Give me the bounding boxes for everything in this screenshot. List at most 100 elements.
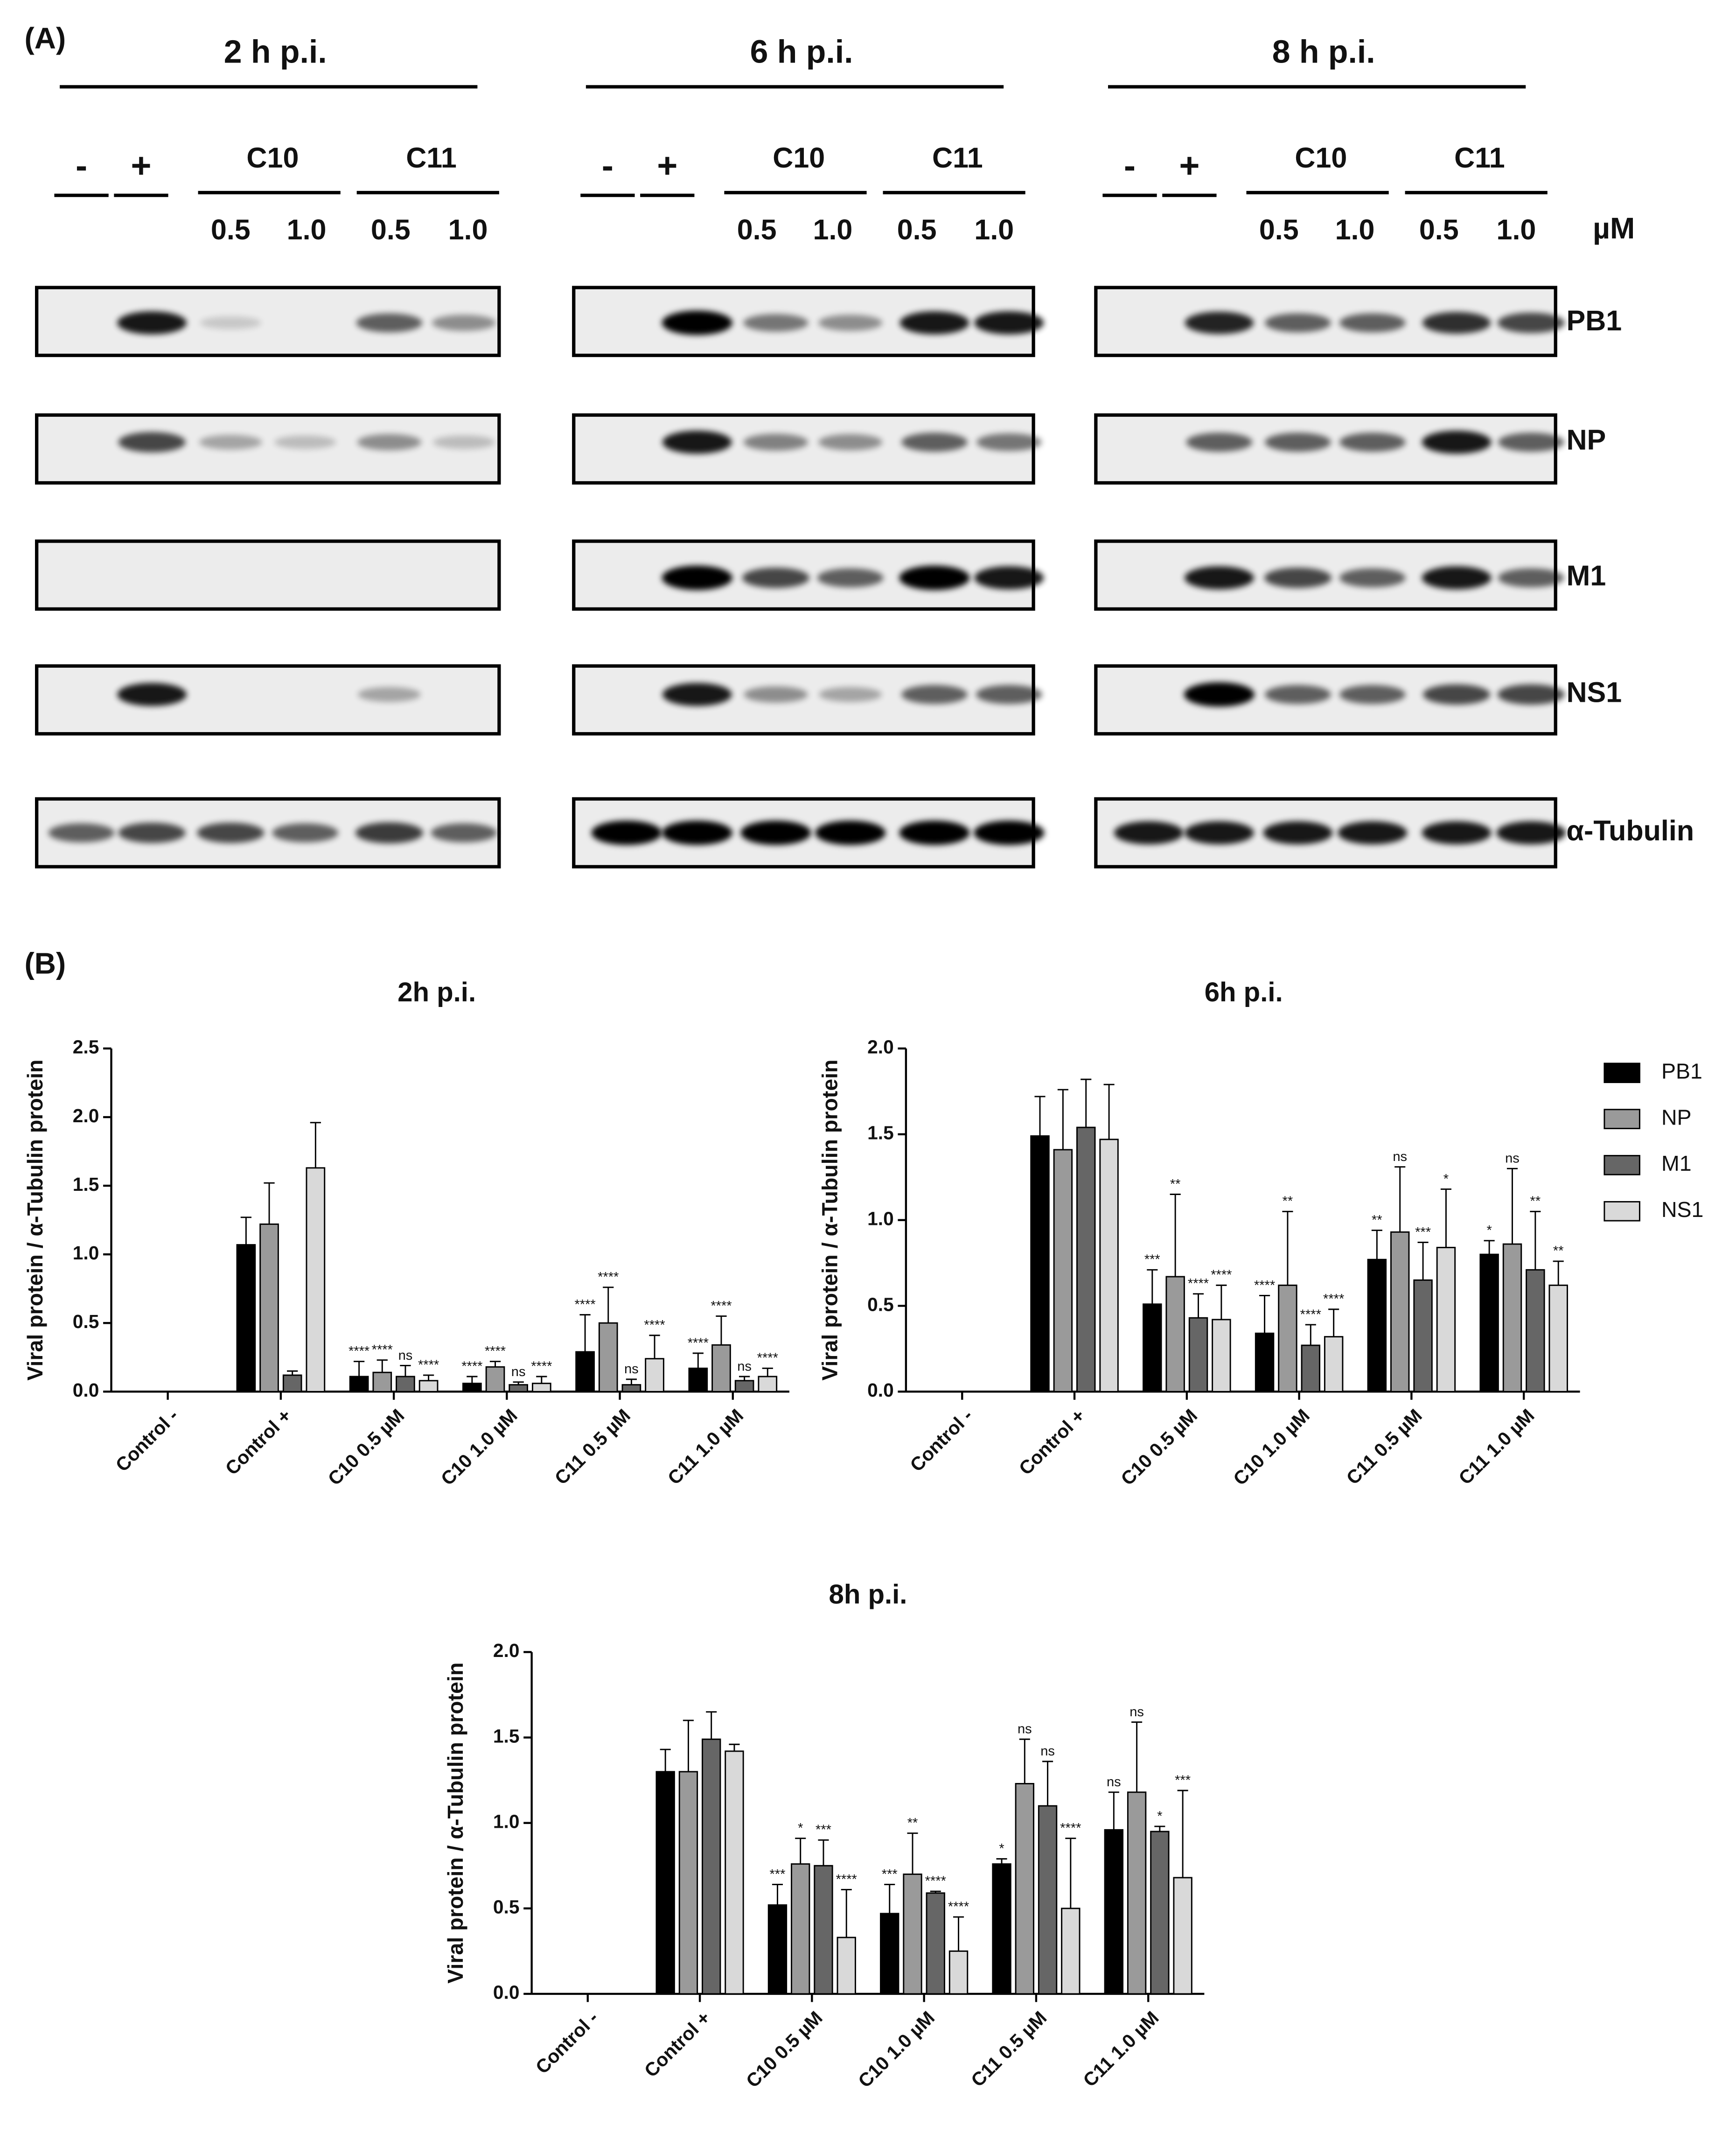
bar [372, 1371, 392, 1392]
band [357, 687, 421, 702]
significance-label: * [1157, 1809, 1162, 1824]
panel-label: (B) [24, 947, 66, 980]
bar [485, 1366, 505, 1392]
bar [1053, 1149, 1073, 1392]
compound-label: C10 [246, 142, 299, 174]
error-bar [1417, 1242, 1429, 1280]
band [274, 435, 336, 449]
bar [1278, 1284, 1297, 1392]
dose-label: 1.0 [1497, 214, 1536, 245]
band [1339, 685, 1406, 704]
bar [575, 1351, 595, 1392]
significance-label: ** [1530, 1194, 1541, 1209]
chart-title: 2h p.i. [397, 977, 476, 1007]
lane-label: + [131, 146, 151, 185]
compound-label: C11 [932, 142, 983, 174]
bar [306, 1167, 326, 1392]
error-bar [1170, 1194, 1181, 1277]
bar [948, 1950, 969, 1995]
bar [992, 1863, 1011, 1995]
error-bar [287, 1370, 298, 1376]
error-bar [1394, 1166, 1406, 1232]
error-bar [884, 1884, 895, 1914]
band [901, 685, 968, 704]
band [743, 433, 809, 451]
error-bar [467, 1376, 478, 1384]
bar [1143, 1303, 1162, 1392]
significance-label: *** [816, 1823, 831, 1838]
y-axis-label: Viral protein / α-Tubulin protein [443, 1663, 467, 1984]
significance-label: **** [598, 1270, 619, 1285]
chart-title: 8h p.i. [829, 1580, 907, 1610]
band [1184, 682, 1255, 707]
significance-label: ** [1170, 1177, 1181, 1192]
significance-label: **** [836, 1872, 857, 1887]
significance-label: *** [1175, 1773, 1191, 1788]
bar [418, 1380, 439, 1392]
lane-label: - [602, 146, 614, 185]
bar [1301, 1344, 1321, 1392]
band [272, 823, 339, 843]
significance-label: **** [1060, 1821, 1081, 1836]
lane-label: + [1179, 146, 1199, 185]
significance-label: ** [907, 1816, 918, 1831]
bar [396, 1376, 415, 1392]
error-bar [513, 1381, 524, 1385]
significance-label: **** [574, 1297, 595, 1312]
band [1339, 313, 1406, 333]
bar [1413, 1279, 1433, 1392]
band [117, 311, 187, 335]
error-bar [706, 1711, 717, 1740]
band [662, 310, 732, 335]
protein-label: NS1 [1566, 676, 1622, 708]
band [117, 683, 187, 706]
significance-label: *** [1144, 1252, 1160, 1267]
error-bar [1506, 1167, 1518, 1244]
significance-label: **** [688, 1335, 709, 1350]
band [1263, 821, 1333, 845]
band [976, 685, 1042, 704]
band [1338, 821, 1408, 845]
band [357, 434, 422, 451]
error-bar [1328, 1308, 1339, 1337]
blot [1094, 664, 1557, 736]
error-bar [996, 1858, 1007, 1864]
bar [758, 1376, 778, 1392]
error-bar [1154, 1825, 1165, 1832]
bar [509, 1384, 528, 1392]
band [662, 820, 732, 845]
bar [1104, 1829, 1124, 1995]
bar [531, 1383, 551, 1392]
y-tick-label: 2.0 [867, 1036, 894, 1058]
y-tick-label: 0.0 [73, 1379, 99, 1401]
bar [903, 1873, 922, 1995]
bar [282, 1374, 302, 1392]
error-bar [1484, 1240, 1495, 1255]
bar [1367, 1258, 1387, 1392]
bar [1038, 1805, 1058, 1995]
legend-label: NS1 [1661, 1197, 1703, 1222]
band [356, 313, 423, 333]
bar [598, 1322, 618, 1392]
band [974, 820, 1045, 845]
unit-label: µM [1593, 211, 1635, 245]
band [819, 687, 882, 702]
band [197, 822, 265, 843]
error-bar [1371, 1230, 1382, 1260]
band [118, 432, 186, 453]
error-bar [1019, 1738, 1030, 1784]
band [355, 822, 424, 844]
y-tick-label: 1.0 [493, 1810, 520, 1832]
error-bar [1282, 1210, 1293, 1286]
dose-label: 1.0 [448, 214, 488, 245]
legend-swatch [1604, 1201, 1640, 1222]
bar [1127, 1791, 1147, 1995]
legend-label: M1 [1661, 1151, 1692, 1175]
error-bar [953, 1916, 964, 1951]
bar [1173, 1877, 1192, 1995]
band [744, 686, 808, 703]
significance-label: **** [1323, 1292, 1344, 1307]
band [591, 820, 662, 845]
band [974, 311, 1044, 335]
band [740, 820, 811, 845]
